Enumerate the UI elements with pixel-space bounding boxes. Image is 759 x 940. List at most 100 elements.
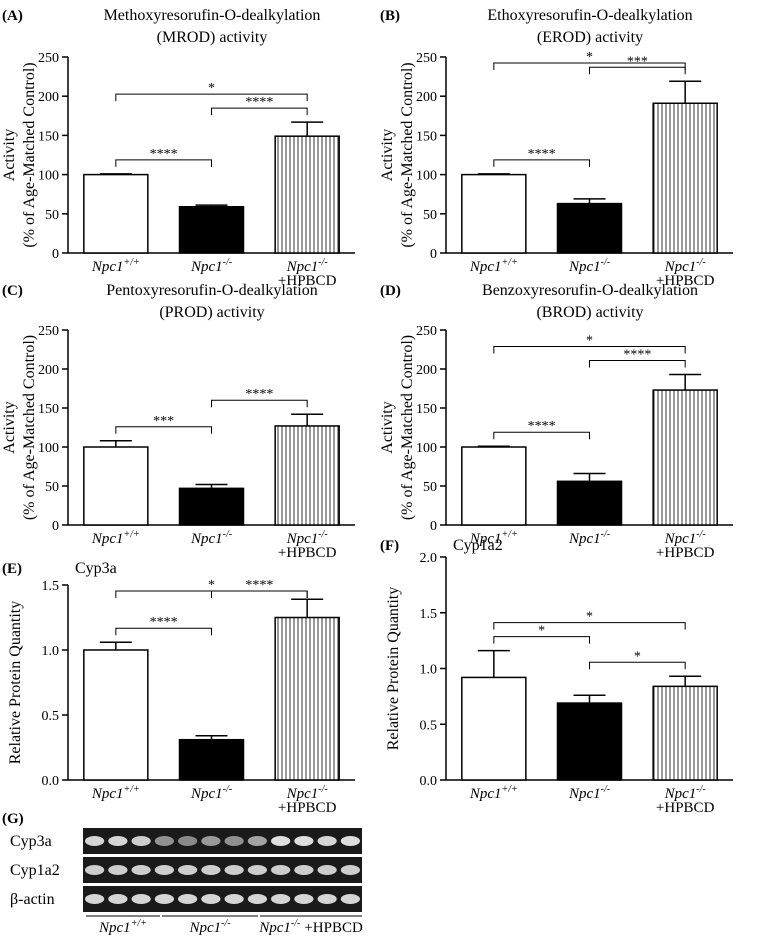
significance-bracket — [589, 661, 686, 670]
bar — [461, 173, 527, 254]
significance-bracket — [589, 66, 686, 75]
x-tick-label: Npc1+/+ — [469, 529, 518, 547]
chart-title: (PROD) activity — [159, 304, 264, 321]
significance-label: **** — [245, 387, 273, 402]
chart-title: (EROD) activity — [537, 29, 643, 46]
blot-band — [131, 865, 151, 875]
y-tick-label: 200 — [416, 90, 437, 105]
y-tick-label: 0 — [430, 247, 437, 262]
y-tick-label: 0.5 — [42, 709, 60, 724]
y-tick-label: 200 — [416, 363, 437, 378]
bar — [652, 102, 718, 254]
blot-band — [271, 894, 291, 904]
blot-band — [247, 894, 267, 904]
blot-band — [271, 865, 291, 875]
bar — [274, 616, 340, 781]
significance-bracket — [115, 93, 308, 102]
panel-label: (F) — [380, 538, 399, 554]
bar — [652, 389, 718, 526]
x-tick-label: Npc1-/-+HPBCD — [278, 784, 337, 816]
x-tick-label: Npc1-/-+HPBCD — [656, 784, 715, 816]
x-tick-label: Npc1-/- — [568, 257, 610, 275]
blot-row-label: β-actin — [10, 891, 55, 908]
significance-label: *** — [153, 414, 174, 429]
y-axis-label: (% of Age-Matched Control) — [21, 62, 38, 247]
y-axis-label: (% of Age-Matched Control) — [21, 335, 38, 520]
x-tick-label: Npc1-/- — [190, 529, 232, 547]
chart-title: Methoxyresorufin-O-dealkylation — [104, 7, 321, 24]
y-tick-label: 0.0 — [42, 774, 60, 789]
significance-label: * — [586, 50, 593, 65]
bar — [83, 446, 149, 526]
significance-label: **** — [150, 615, 178, 630]
y-tick-label: 200 — [38, 90, 59, 105]
bar — [83, 649, 149, 781]
y-tick-label: 1.0 — [420, 663, 438, 678]
panel-label: (B) — [380, 8, 400, 24]
significance-bracket — [493, 159, 590, 167]
chart-title: Ethoxyresorufin-O-dealkylation — [487, 7, 692, 24]
significance-label: **** — [150, 147, 178, 162]
bar — [461, 676, 527, 781]
x-tick-label: Npc1-/- — [190, 784, 232, 802]
blot-band — [178, 865, 198, 875]
group-label: Npc1+/+ — [98, 918, 147, 936]
group-label: Npc1-/- +HPBCD — [258, 918, 363, 936]
chart-title: Benzoxyresorufin-O-dealkylation — [482, 282, 698, 299]
chart-title: (BROD) activity — [536, 304, 643, 321]
y-tick-label: 50 — [45, 208, 59, 223]
blot-band — [131, 836, 151, 846]
blot-band — [178, 894, 198, 904]
blot-band — [85, 894, 105, 904]
significance-label: **** — [245, 95, 273, 110]
blot-band — [247, 836, 267, 846]
y-tick-label: 0.5 — [420, 718, 438, 733]
blot-row-label: Cyp3a — [10, 833, 52, 850]
x-tick-label: Npc1-/-+HPBCD — [278, 529, 337, 561]
blot-band — [247, 865, 267, 875]
blot-band — [108, 865, 128, 875]
x-tick-label: Npc1+/+ — [469, 784, 518, 802]
blot-band — [224, 865, 244, 875]
blot-band — [108, 894, 128, 904]
significance-label: **** — [528, 419, 556, 434]
blot-band — [154, 865, 174, 875]
blot-strip — [83, 828, 362, 854]
x-tick-label: Npc1-/-+HPBCD — [656, 257, 715, 289]
blot-band — [317, 894, 337, 904]
blot-strip — [83, 886, 362, 912]
significance-bracket — [115, 627, 212, 636]
blot-band — [340, 865, 360, 875]
significance-bracket — [115, 426, 212, 434]
x-tick-label: Npc1+/+ — [91, 784, 140, 802]
group-label: Npc1-/- — [188, 918, 230, 936]
panel-label: (G) — [2, 811, 24, 827]
x-tick-label: Npc1-/-+HPBCD — [656, 529, 715, 561]
y-tick-label: 250 — [416, 51, 437, 66]
panel-label: (A) — [2, 8, 23, 24]
y-tick-label: 150 — [416, 402, 437, 417]
y-tick-label: 0.0 — [420, 774, 438, 789]
blot-band — [340, 836, 360, 846]
y-axis-label: Activity — [1, 401, 18, 453]
y-axis-label: Relative Protein Quantity — [385, 587, 402, 751]
blot-band — [340, 894, 360, 904]
blot-strip — [83, 857, 362, 883]
bar — [461, 446, 527, 526]
y-tick-label: 50 — [45, 480, 59, 495]
blot-row-label: Cyp1a2 — [10, 862, 60, 879]
bar — [178, 205, 245, 254]
bar — [556, 202, 623, 254]
bar — [178, 738, 245, 781]
bar — [556, 480, 623, 526]
bar — [652, 685, 718, 781]
y-tick-label: 1.5 — [42, 579, 60, 594]
significance-label: * — [538, 624, 545, 639]
blot-band — [271, 836, 291, 846]
blot-band — [201, 836, 221, 846]
y-tick-label: 50 — [423, 208, 437, 223]
chart-title: (MROD) activity — [157, 29, 268, 46]
blot-band — [154, 836, 174, 846]
significance-bracket — [493, 636, 590, 644]
y-axis-label: Activity — [379, 129, 396, 181]
